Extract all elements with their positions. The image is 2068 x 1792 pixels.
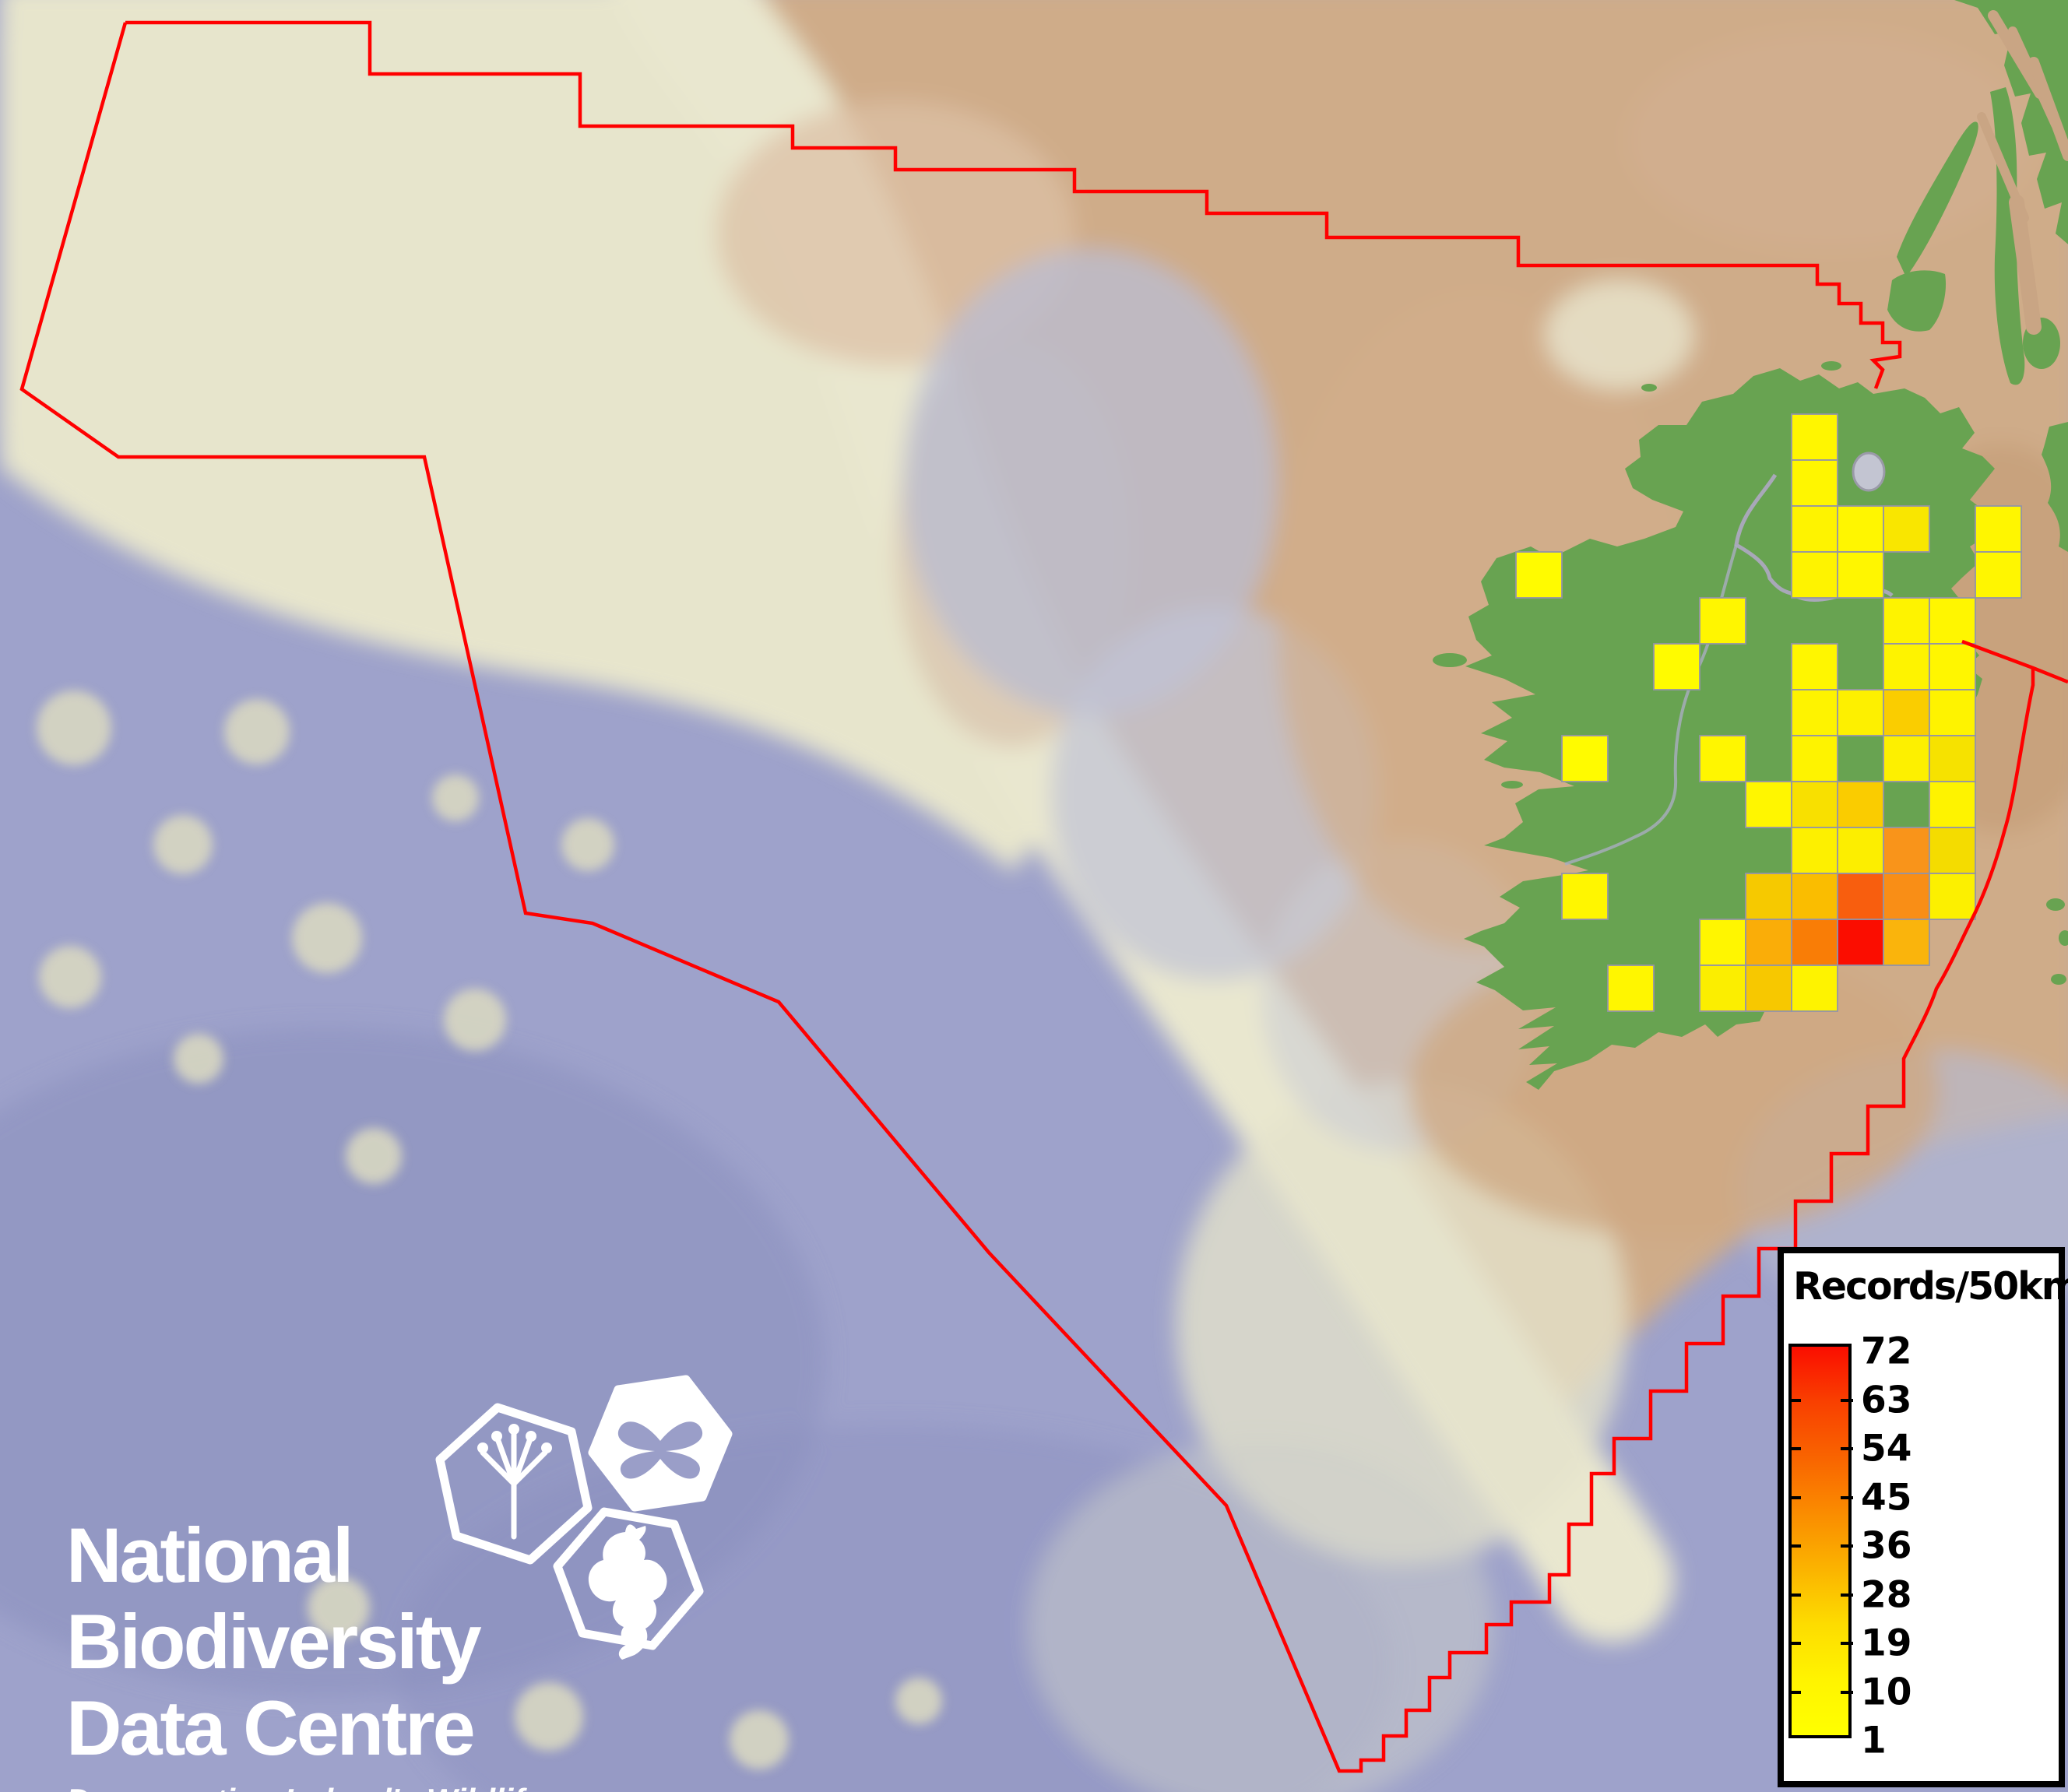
grid-square [1883, 643, 1930, 690]
nbdc-logo-hexagons [435, 1375, 733, 1660]
grid-square [1883, 827, 1930, 874]
legend-tick-mark [1788, 1398, 1801, 1402]
grid-square [1699, 735, 1746, 782]
grid-square [1561, 735, 1609, 782]
grid-square [1883, 919, 1930, 966]
legend-colorbar [1788, 1344, 1852, 1738]
grid-square [1975, 505, 2022, 553]
lough-neagh [1852, 452, 1886, 492]
grid-square [1745, 965, 1792, 1012]
eez-boundary-segment [19, 22, 2035, 1773]
seamounts [37, 690, 942, 1769]
legend-title: Records/50km [1793, 1264, 2068, 1309]
legend-tick-label: 63 [1861, 1379, 1912, 1421]
grid-square [1791, 505, 1838, 553]
grid-square [1929, 735, 1976, 782]
seahorse-icon [553, 1507, 704, 1660]
legend-tick-label: 19 [1861, 1622, 1912, 1665]
legend-tick-mark [1788, 1593, 1801, 1597]
grid-square [1883, 735, 1930, 782]
legend-tick-mark [1841, 1642, 1853, 1645]
logo-line-2: Biodiversity [66, 1598, 482, 1685]
grid-square [1791, 459, 1838, 507]
grid-square [1883, 505, 1930, 553]
grid-square [1745, 873, 1792, 920]
grid-square [1791, 643, 1838, 690]
grid-square [1791, 735, 1838, 782]
grid-square [1791, 873, 1838, 920]
grid-square [1837, 689, 1884, 736]
grid-square [1929, 597, 1976, 645]
legend-tick-label: 54 [1861, 1427, 1912, 1470]
legend-tick-label: 28 [1861, 1573, 1912, 1616]
butterfly-icon [588, 1375, 733, 1512]
grid-square [1745, 919, 1792, 966]
plant-icon [435, 1403, 593, 1565]
grid-square [1837, 551, 1884, 599]
grid-square [1837, 873, 1884, 920]
grid-square [1883, 597, 1930, 645]
legend-tick-mark [1788, 1690, 1801, 1694]
grid-square [1975, 551, 2022, 599]
logo-tagline: Documenting Ireland's Wildlife [66, 1782, 543, 1792]
grid-square [1837, 827, 1884, 874]
grid-square [1607, 965, 1655, 1012]
sea-lochs [1977, 10, 2068, 335]
legend-tick-mark [1841, 1544, 1853, 1548]
grid-square [1929, 689, 1976, 736]
grid-square [1791, 413, 1838, 461]
legend-tick-mark [1788, 1544, 1801, 1548]
legend-tick-mark [1788, 1447, 1801, 1450]
legend-tick-mark [1841, 1593, 1853, 1597]
legend-tick-mark [1841, 1398, 1853, 1402]
logo-line-3: Data Centre [66, 1685, 476, 1771]
grid-square [1929, 643, 1976, 690]
legend-tick-mark [1788, 1495, 1801, 1499]
legend-tick-label: 1 [1861, 1719, 1887, 1762]
eez-boundary-segment [1961, 639, 2068, 684]
grid-square [1791, 781, 1838, 828]
grid-square [1837, 781, 1884, 828]
legend-tick-mark [1841, 1447, 1853, 1450]
grid-square [1883, 873, 1930, 920]
grid-square [1699, 597, 1746, 645]
britain-landmass [1821, 0, 2068, 985]
grid-square [1929, 781, 1976, 828]
grid-square [1561, 873, 1609, 920]
grid-square [1699, 965, 1746, 1012]
grid-square [1883, 689, 1930, 736]
records-grid [1515, 413, 2022, 1012]
legend-tick-label: 45 [1861, 1476, 1912, 1519]
legend-tick-label: 72 [1861, 1330, 1912, 1373]
grid-square [1699, 919, 1746, 966]
grid-square [1837, 505, 1884, 553]
eez-boundary-segment [125, 20, 1902, 389]
grid-square [1745, 781, 1792, 828]
grid-square [1791, 689, 1838, 736]
legend-tick-mark [1841, 1690, 1853, 1694]
logo-line-1: National [66, 1512, 354, 1598]
legend-tick-mark [1841, 1495, 1853, 1499]
legend-tick-label: 10 [1861, 1671, 1912, 1713]
grid-square [1791, 965, 1838, 1012]
grid-square [1791, 827, 1838, 874]
nbdc-logo: National Biodiversity Data Centre Docume… [66, 1512, 543, 1792]
grid-square [1653, 643, 1700, 690]
legend-tick-mark [1788, 1642, 1801, 1645]
grid-square [1929, 827, 1976, 874]
grid-square [1791, 551, 1838, 599]
grid-square [1515, 551, 1563, 599]
legend-tick-label: 36 [1861, 1524, 1912, 1568]
grid-square [1791, 919, 1838, 966]
legend: Records/50km 72 63 54 45 36 28 19 10 1 [1778, 1247, 2068, 1787]
grid-square [1929, 873, 1976, 920]
eez-boundary-line [19, 20, 2068, 1773]
grid-square [1837, 919, 1884, 966]
